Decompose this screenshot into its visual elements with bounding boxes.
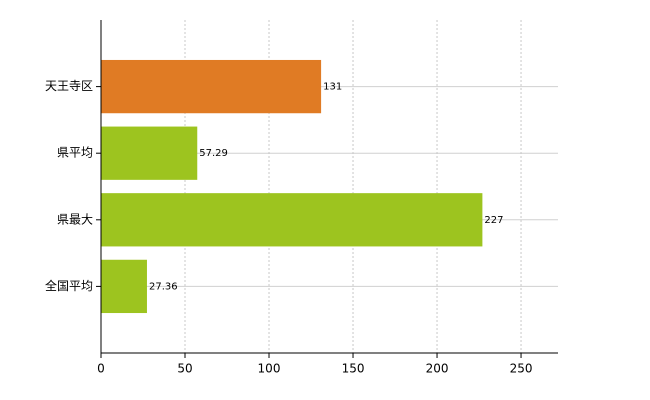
bar [101, 193, 483, 247]
y-tick-label: 県最大 [57, 212, 93, 226]
value-label: 27.36 [149, 281, 178, 292]
value-label: 131 [323, 82, 342, 93]
y-tick-label: 県平均 [57, 146, 93, 160]
value-label: 57.29 [199, 148, 228, 159]
y-tick-label: 天王寺区 [45, 79, 93, 93]
value-label: 227 [484, 215, 503, 226]
x-tick-label: 200 [426, 362, 449, 376]
x-tick-label: 100 [258, 362, 281, 376]
x-tick-label: 0 [97, 362, 105, 376]
x-tick-label: 250 [510, 362, 533, 376]
bar [101, 126, 198, 180]
bar [101, 259, 147, 314]
x-tick-label: 50 [177, 362, 192, 376]
bar [101, 59, 322, 114]
y-tick-label: 全国平均 [45, 278, 93, 293]
x-tick-label: 150 [342, 362, 365, 376]
